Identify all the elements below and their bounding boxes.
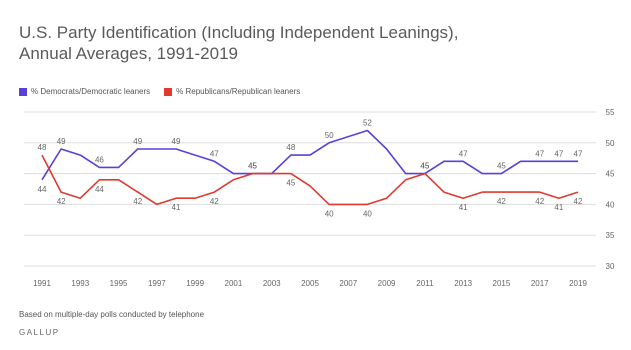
data-label: 42 [57, 197, 66, 206]
data-label: 48 [38, 143, 47, 152]
y-tick-label: 30 [606, 262, 615, 271]
chart-title: U.S. Party Identification (Including Ind… [19, 22, 519, 64]
x-tick-label: 1995 [110, 279, 128, 288]
data-label: 42 [210, 197, 219, 206]
chart-legend: % Democrats/Democratic leaners % Republi… [19, 87, 314, 96]
x-tick-label: 1997 [148, 279, 166, 288]
data-label: 47 [574, 149, 583, 158]
y-tick-label: 50 [606, 139, 615, 148]
data-label: 45 [248, 162, 257, 171]
data-label: 41 [554, 203, 563, 212]
x-tick-label: 2001 [225, 279, 243, 288]
series-line-democrats [41, 129, 578, 181]
x-tick-label: 2009 [378, 279, 396, 288]
x-tick-label: 2005 [301, 279, 319, 288]
data-label: 45 [420, 162, 429, 171]
data-label: 49 [57, 137, 66, 146]
x-tick-label: 2017 [531, 279, 549, 288]
data-label: 47 [535, 149, 544, 158]
legend-swatch-republicans [164, 87, 173, 96]
x-tick-label: 2007 [339, 279, 357, 288]
x-tick-label: 2019 [569, 279, 587, 288]
data-label: 45 [286, 179, 295, 188]
x-tick-label: 2011 [416, 279, 434, 288]
data-label: 48 [286, 143, 295, 152]
data-label: 52 [363, 118, 372, 127]
data-label: 41 [459, 203, 468, 212]
data-label: 50 [325, 131, 334, 140]
data-label: 44 [95, 185, 104, 194]
data-label: 41 [172, 203, 181, 212]
legend-label-republicans: % Republicans/Republican leaners [176, 87, 301, 96]
chart-footnote: Based on multiple-day polls conducted by… [19, 310, 205, 319]
x-tick-label: 1999 [186, 279, 204, 288]
data-label: 45 [420, 162, 429, 171]
legend-item-republicans: % Republicans/Republican leaners [164, 87, 300, 96]
chart-source: GALLUP [19, 328, 60, 337]
data-label: 47 [210, 149, 219, 158]
legend-label-democrats: % Democrats/Democratic leaners [31, 87, 151, 96]
y-tick-label: 55 [606, 108, 615, 117]
x-tick-label: 2013 [454, 279, 472, 288]
legend-swatch-democrats [19, 87, 27, 96]
data-label: 42 [133, 197, 142, 206]
series-line-republicans [41, 154, 579, 206]
x-tick-label: 2015 [493, 279, 511, 288]
chart-title-line-2: Annual Averages, 1991-2019 [19, 44, 238, 63]
data-label: 42 [574, 197, 583, 206]
legend-item-democrats: % Democrats/Democratic leaners [19, 87, 150, 96]
data-label: 45 [497, 162, 506, 171]
x-tick-label: 1993 [71, 279, 89, 288]
data-label: 49 [172, 137, 181, 146]
y-tick-label: 35 [606, 231, 615, 240]
x-tick-label: 2003 [263, 279, 281, 288]
y-tick-label: 45 [606, 170, 615, 179]
data-label: 42 [497, 197, 506, 206]
data-label: 42 [535, 197, 544, 206]
data-label: 47 [554, 149, 563, 158]
data-label: 45 [248, 162, 257, 171]
x-tick-label: 1991 [33, 279, 51, 288]
y-tick-label: 40 [606, 200, 615, 209]
data-label: 46 [95, 155, 104, 164]
data-label: 49 [133, 137, 142, 146]
data-label: 40 [363, 209, 372, 218]
data-label: 44 [38, 185, 47, 194]
data-label: 40 [325, 209, 334, 218]
data-label: 47 [459, 149, 468, 158]
chart-title-line-1: U.S. Party Identification (Including Ind… [19, 23, 459, 42]
